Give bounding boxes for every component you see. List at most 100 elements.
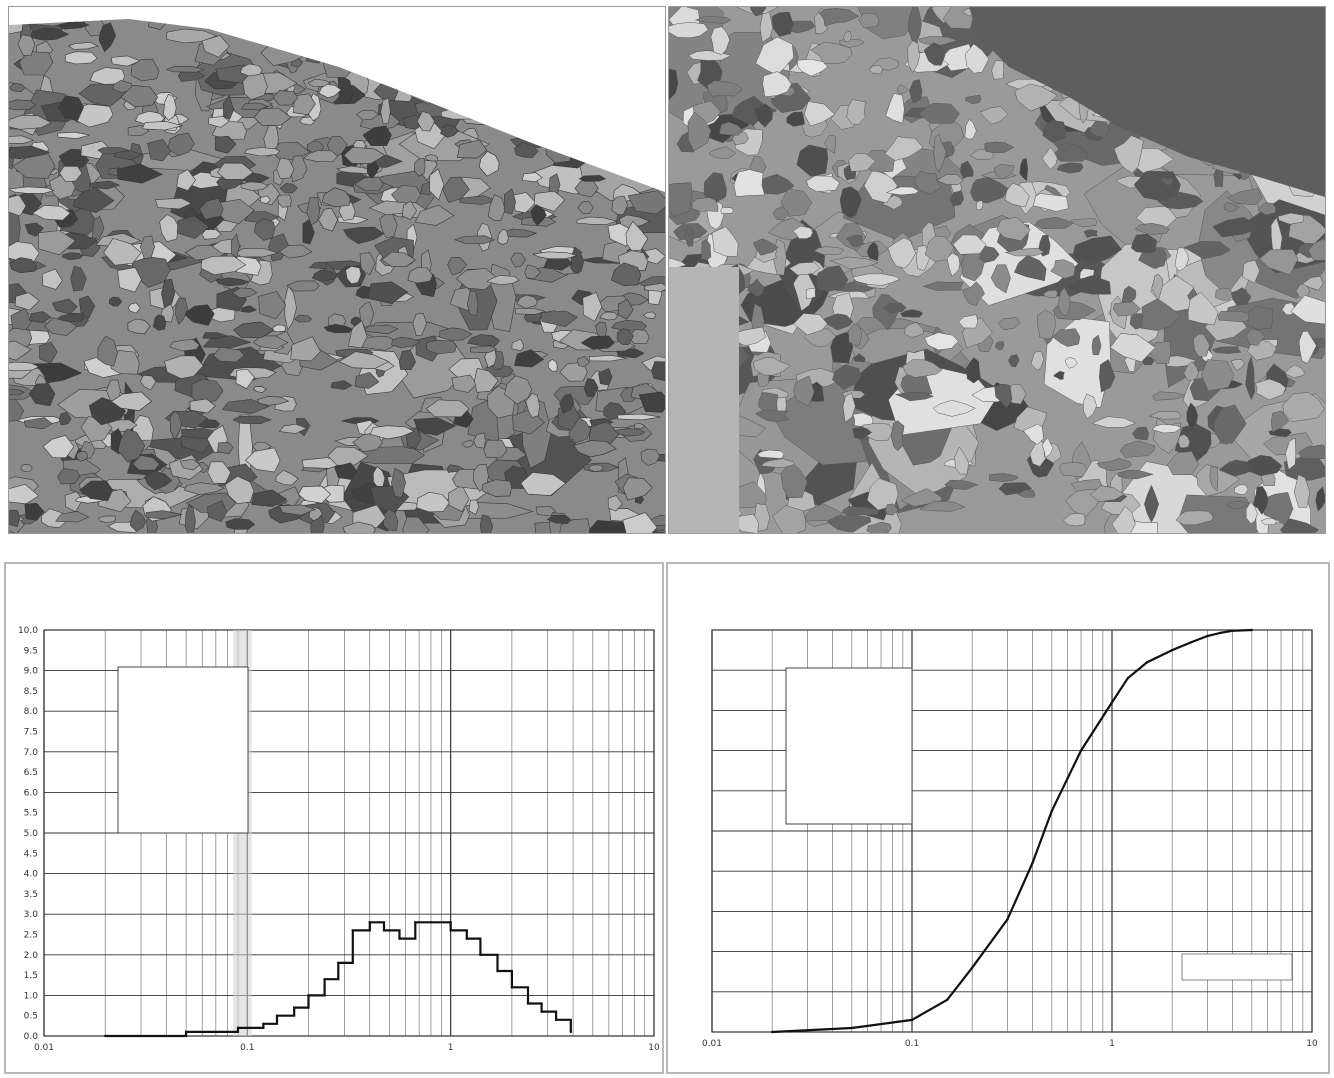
- photo-left-grain: [120, 84, 159, 107]
- photo-right-grain: [1099, 359, 1116, 393]
- photo-right-grain: [1056, 162, 1084, 174]
- photo-right-grain: [1290, 295, 1325, 325]
- photo-right-grain: [984, 141, 1015, 153]
- photo-left-grain: [611, 195, 628, 216]
- photo-left-grain: [482, 479, 512, 497]
- photo-left-grain: [651, 361, 665, 382]
- photo-right-grain: [908, 7, 922, 44]
- photo-right-grain: [1175, 510, 1214, 526]
- photo-left-grain: [451, 374, 477, 393]
- data-point: [1050, 809, 1053, 813]
- photo-right-grain: [1037, 309, 1056, 340]
- photo-left-grain: [598, 368, 613, 386]
- y-tick-label: 0.0: [24, 1032, 39, 1042]
- photo-right-grain: [1096, 458, 1132, 472]
- x-tick-label: 0.1: [240, 1043, 254, 1053]
- photo-left-grain: [9, 186, 55, 194]
- photo-left-grain: [559, 393, 575, 414]
- photo-left-grain: [622, 512, 658, 533]
- photo-right-grain: [848, 153, 876, 172]
- photo-right-grain: [1193, 333, 1210, 357]
- photo-left-grain: [525, 393, 541, 418]
- photo-left-grain: [380, 97, 391, 125]
- photo-left-grain: [113, 150, 144, 161]
- photo-right-grain: [896, 84, 909, 94]
- photo-right-grain: [1117, 470, 1154, 480]
- photo-left-grain: [311, 269, 337, 282]
- data-point: [368, 921, 371, 924]
- photo-right-grain: [829, 256, 880, 270]
- photo-left-grain: [139, 374, 157, 391]
- photo-left-grain: [382, 508, 399, 531]
- photo-left-grain: [163, 93, 177, 121]
- photo-right-grain: [1109, 333, 1156, 363]
- photo-left-grain: [179, 459, 201, 471]
- photo-left-grain: [354, 372, 380, 389]
- photo-left-grain: [294, 314, 312, 323]
- photo-left-grain: [224, 475, 255, 505]
- photo-right-dark-region: [969, 7, 1325, 197]
- photo-left-grain: [239, 63, 263, 77]
- photo-right-grain: [970, 177, 1009, 204]
- photo-right-grain: [954, 446, 970, 475]
- photo-left-grain: [17, 34, 36, 56]
- photo-right-grain: [1004, 247, 1045, 257]
- photo-right-grain: [1091, 334, 1102, 355]
- photo-left-grain: [9, 483, 40, 505]
- photo-right-grain: [793, 313, 828, 336]
- photo-right-grain: [848, 323, 863, 346]
- photo-right-grain: [923, 42, 946, 66]
- photo-left-grain: [251, 489, 288, 507]
- photo-right-grain: [1069, 218, 1098, 228]
- y-tick-label: 10.0: [18, 626, 38, 636]
- photo-right-grain: [669, 68, 679, 100]
- photo-left-grain: [130, 58, 160, 82]
- photo-left-grain: [31, 27, 70, 41]
- photo-left-grain: [617, 298, 634, 320]
- photo-left-grain: [577, 200, 594, 214]
- photo-right-grain: [731, 95, 777, 126]
- photo-right-grain: [1174, 247, 1189, 272]
- photo-left-grain: [271, 324, 286, 333]
- photo-left-grain: [486, 275, 520, 286]
- photo-right-grain: [993, 163, 1015, 180]
- photo-right-grain: [1242, 260, 1260, 284]
- photo-left-grain: [540, 310, 578, 327]
- photo-right-grain: [924, 332, 959, 351]
- photo-left-grain: [252, 386, 267, 393]
- y-tick-label: 6.0: [24, 788, 39, 798]
- photo-left-grain: [402, 516, 430, 533]
- photo-left-grain: [290, 336, 321, 362]
- photo-right-grain: [687, 111, 712, 152]
- photo-left-grain: [56, 313, 85, 322]
- photo-left-grain: [98, 515, 116, 523]
- data-point: [1250, 628, 1253, 632]
- photo-right-grain: [1298, 444, 1325, 460]
- photo-right-light-region: [669, 267, 739, 533]
- photo-right-grain: [1119, 440, 1156, 458]
- cumulative-chart-panel: 0.01 0.1 1 10: [666, 562, 1330, 1074]
- photo-left-grain: [318, 207, 338, 232]
- photo-left-grain: [20, 463, 33, 473]
- photo-left-grain: [413, 158, 426, 177]
- photo-right-grain: [1255, 378, 1287, 401]
- photo-left-grain: [42, 435, 75, 459]
- photo-left-grain: [9, 115, 52, 130]
- photo-left-grain: [391, 336, 422, 349]
- photo-right-grain: [669, 182, 693, 217]
- photo-left-grain: [616, 413, 661, 421]
- photo-right-grain: [755, 36, 794, 76]
- photo-left-grain: [367, 281, 409, 304]
- data-point: [323, 977, 326, 981]
- legend-box: [785, 667, 913, 825]
- photo-left-grain: [580, 335, 615, 350]
- photo-right-grain: [990, 264, 1011, 294]
- photo-left-grain: [442, 176, 470, 203]
- photo-right-grain: [1247, 305, 1273, 330]
- photo-left-grain: [279, 183, 298, 194]
- photo-right-grain: [796, 58, 829, 77]
- photo-left-grain: [175, 297, 188, 325]
- photo-left-grain: [364, 324, 399, 335]
- photo-right-grain: [826, 515, 872, 533]
- photo-right-grain: [1050, 259, 1076, 279]
